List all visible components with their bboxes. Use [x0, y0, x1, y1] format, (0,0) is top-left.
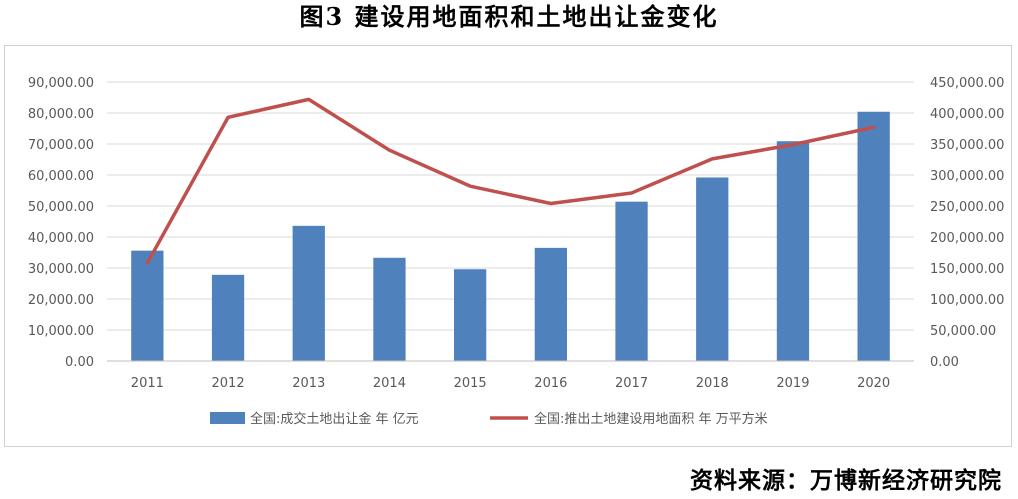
line-series — [145, 97, 876, 265]
bar — [696, 177, 729, 361]
legend-label-bar: 全国:成交土地出让金 年 亿元 — [250, 411, 419, 427]
y-right-tick-label: 200,000.00 — [930, 231, 1004, 246]
y-left-tick-label: 90,000.00 — [28, 76, 94, 91]
bar — [131, 250, 164, 361]
y-left-tick-label: 60,000.00 — [28, 169, 94, 184]
y-right-tick-label: 100,000.00 — [930, 293, 1004, 308]
y-right-tick-label: 150,000.00 — [930, 262, 1004, 277]
bar — [211, 274, 245, 361]
y-right-tick-label: 0.00 — [930, 355, 959, 370]
chart-frame — [4, 45, 1012, 447]
bar — [857, 111, 890, 361]
bar — [454, 269, 487, 361]
y-right-tick-label: 250,000.00 — [930, 200, 1004, 215]
bar — [615, 201, 648, 361]
x-tick-label: 2012 — [212, 376, 245, 391]
legend-swatch-bar — [210, 412, 245, 424]
y-left-tick-label: 40,000.00 — [28, 231, 94, 246]
bar — [534, 247, 567, 361]
bar — [776, 141, 810, 361]
y-right-tick-label: 50,000.00 — [930, 324, 996, 339]
legend-label-line: 全国:推出土地建设用地面积 年 万平方米 — [534, 411, 768, 427]
x-tick-label: 2018 — [696, 376, 729, 391]
axes: 0.00 0.00 10,000.00 50,000.00 20,000.00 100,0… — [28, 76, 1005, 391]
x-tick-label: 2011 — [131, 376, 164, 391]
bar — [373, 257, 406, 361]
bar-series — [131, 111, 890, 361]
bar — [292, 225, 325, 361]
y-left-tick-label: 30,000.00 — [28, 262, 94, 277]
x-tick-label: 2019 — [776, 376, 809, 391]
figure-title: 图3 建设用地面积和土地出让金变化 — [299, 2, 719, 31]
x-tick-label: 2020 — [857, 376, 890, 391]
x-tick-label: 2015 — [454, 376, 487, 391]
y-right-tick-label: 300,000.00 — [930, 169, 1004, 184]
source-note: 资料来源：万博新经济研究院 — [690, 467, 1002, 494]
y-left-tick-label: 70,000.00 — [28, 138, 94, 153]
y-right-tick-label: 400,000.00 — [930, 107, 1004, 122]
y-left-tick-label: 10,000.00 — [28, 324, 94, 339]
x-tick-label: 2013 — [292, 376, 325, 391]
y-left-tick-label: 50,000.00 — [28, 200, 94, 215]
x-tick-label: 2017 — [615, 376, 648, 391]
x-tick-label: 2014 — [373, 376, 406, 391]
line-path — [145, 97, 876, 265]
x-tick-label: 2016 — [534, 376, 567, 391]
y-left-tick-label: 20,000.00 — [28, 293, 94, 308]
y-left-tick-label: 0.00 — [65, 355, 94, 370]
y-right-tick-label: 350,000.00 — [930, 138, 1004, 153]
y-right-tick-label: 450,000.00 — [930, 76, 1004, 91]
y-left-tick-label: 80,000.00 — [28, 107, 94, 122]
combo-chart: 0.00 0.00 10,000.00 50,000.00 20,000.00 100,0… — [28, 76, 1005, 427]
legend: 全国:成交土地出让金 年 亿元 全国:推出土地建设用地面积 年 万平方米 — [210, 411, 768, 427]
